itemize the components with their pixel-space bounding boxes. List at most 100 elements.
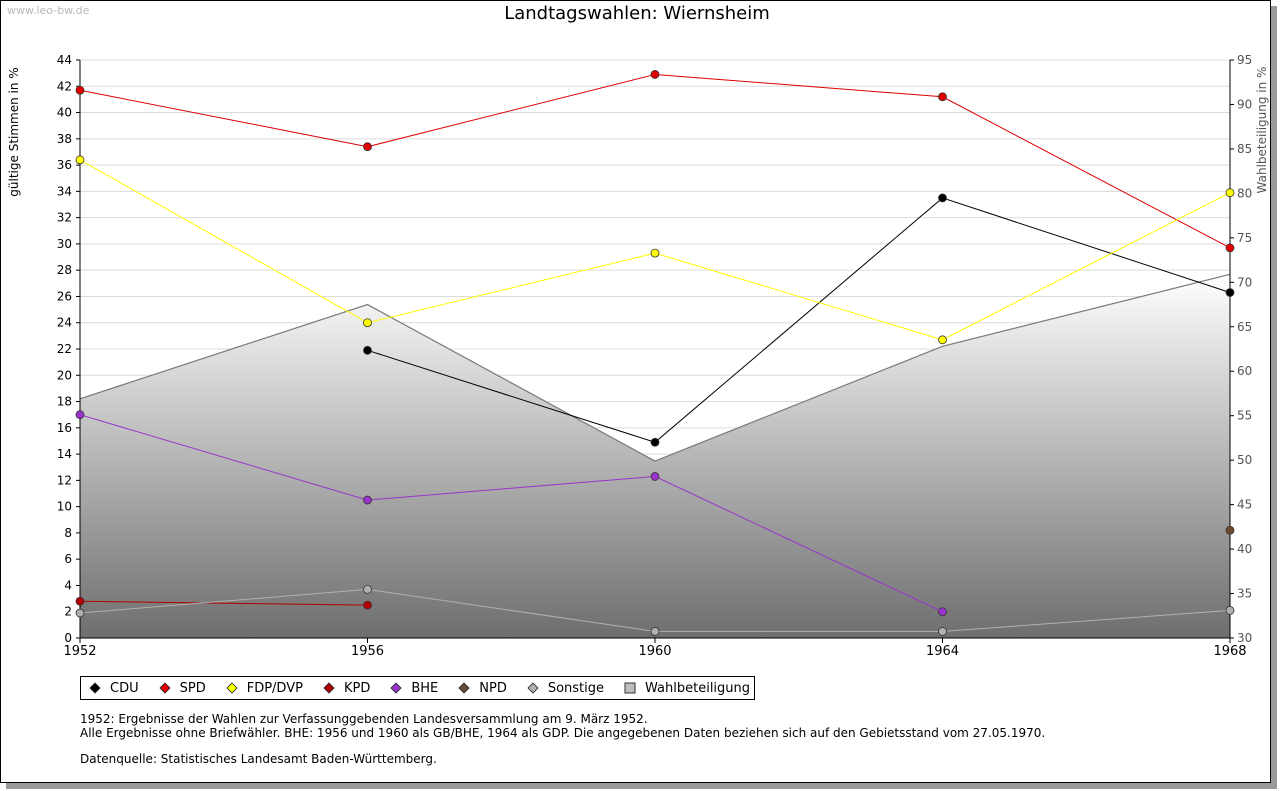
turnout-line [79,273,1231,462]
frame-shadow-bottom [6,783,1277,789]
series-layer [75,70,1235,636]
y2-tick-label: 95 [1237,53,1252,67]
y-tick-label: 44 [57,53,72,67]
legend-swatch-diamond [159,682,171,694]
note-line-2: Alle Ergebnisse ohne Briefwähler. BHE: 1… [80,726,1046,740]
series-line [367,197,1231,443]
y-tick-label: 6 [64,552,72,566]
y2-tick-label: 60 [1237,364,1252,378]
y-tick-label: 2 [64,605,72,619]
y2-tick-label: 35 [1237,587,1252,601]
legend-label: SPD [179,680,206,696]
turnout-area [80,274,1230,638]
data-point [1225,606,1235,615]
y-tick-label: 32 [57,211,72,225]
y2-tick-label: 40 [1237,542,1252,556]
series-spd [75,70,1235,253]
data-source: Datenquelle: Statistisches Landesamt Bad… [80,752,437,766]
data-point [75,596,85,606]
y2-tick-label: 65 [1237,320,1252,334]
series-line [79,73,1231,249]
y2-tick-label: 85 [1237,142,1252,156]
data-point [650,437,660,447]
data-point [650,627,660,636]
y-tick-label: 14 [57,447,72,461]
y-tick-label: 26 [57,289,72,303]
legend-item: KPD [323,681,370,696]
data-point [1225,525,1235,535]
legend-swatch-diamond [226,682,238,694]
legend-label: CDU [110,680,139,696]
legend-swatch-diamond [323,682,335,694]
data-point [938,627,947,636]
note-line-1: 1952: Ergebnisse der Wahlen zur Verfassu… [80,712,648,726]
legend-label: BHE [411,680,439,696]
y-tick-label: 34 [57,184,72,198]
y-tick-label: 16 [57,421,72,435]
data-point [75,155,85,165]
legend-item: SPD [159,681,206,696]
data-point [938,193,947,203]
x-tick-label: 1964 [926,644,959,659]
legend-item: Wahlbeteiligung [624,681,750,696]
chart-notes: 1952: Ergebnisse der Wahlen zur Verfassu… [80,712,1045,766]
data-point [363,345,372,355]
data-point [363,584,372,594]
legend-label: NPD [479,680,507,696]
legend-label: Wahlbeteiligung [645,680,751,696]
data-point [363,600,372,610]
y2-tick-label: 55 [1237,409,1252,423]
y-tick-label: 38 [57,132,72,146]
data-point [1225,288,1235,297]
legend-item: BHE [390,681,438,696]
y-tick-label: 42 [57,79,72,93]
y-tick-label: 4 [64,578,72,592]
y2-tick-label: 75 [1237,231,1252,245]
frame-shadow-right [1271,6,1277,789]
y2-tick-label: 50 [1237,453,1252,467]
chart-legend: CDU SPD FDP/DVP KPD BHE NPD Sonstige Wahlbeteil… [80,676,756,700]
data-point [650,70,660,79]
y-tick-label: 0 [64,631,72,645]
data-point [75,85,85,95]
data-point [75,410,85,420]
watermark: www.leo-bw.de [7,4,90,17]
series-sonstige [75,584,1235,636]
data-point [1225,243,1235,253]
legend-label: KPD [343,680,371,696]
series-kpd [75,596,372,610]
y-tick-label: 30 [57,237,72,251]
x-tick-label: 1952 [63,644,96,659]
series-npd [1225,525,1235,535]
y-tick-label: 20 [57,368,72,382]
legend-swatch-diamond [458,682,470,694]
y-axis-title-left: gültige Stimmen in % [7,67,21,197]
y-tick-label: 8 [64,526,72,540]
x-tick-label: 1956 [351,644,384,659]
data-point [938,335,947,345]
chart-title: Landtagswahlen: Wiernsheim [504,3,770,24]
turnout-area-layer [79,273,1231,638]
data-point [650,248,660,258]
data-point [75,608,85,618]
legend-swatch-diamond [89,682,101,694]
y2-tick-label: 30 [1237,631,1252,645]
data-point [650,472,660,481]
y-axis-title-right: Wahlbeteiligung in % [1255,66,1269,194]
y-tick-label: 36 [57,158,72,172]
x-tick-label: 1960 [638,644,671,659]
legend-swatch-diamond [527,682,539,694]
legend-item: FDP/DVP [226,681,303,696]
data-point [1225,188,1235,198]
data-point [938,607,947,617]
y-tick-label: 22 [57,342,72,356]
y2-tick-label: 70 [1237,275,1252,289]
legend-item: Sonstige [527,681,604,696]
series-bhe [75,410,947,617]
y2-tick-label: 45 [1237,498,1252,512]
axes: 0246810121416182022242628303234363840424… [57,53,1253,659]
y-tick-label: 24 [57,316,72,330]
legend-item: CDU [89,681,139,696]
x-tick-label: 1968 [1213,644,1246,659]
y-tick-label: 10 [57,500,72,514]
